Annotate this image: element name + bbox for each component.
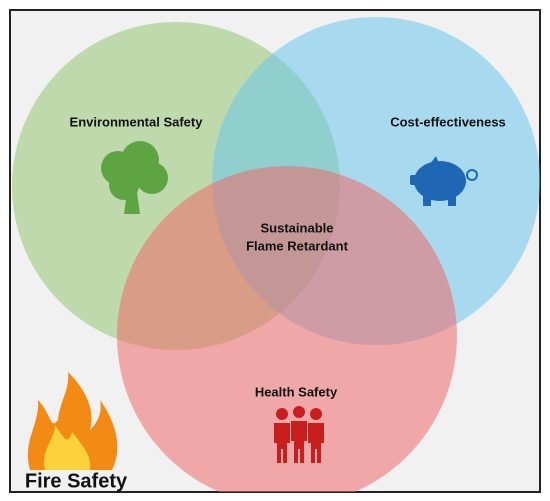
health-circle [117,166,457,492]
people-icon [274,406,324,463]
circle-label: Environmental Safety [70,114,204,129]
center-label: Flame Retardant [246,238,349,253]
piggy-bank-icon [410,156,478,206]
fire-icon [27,372,118,470]
center-label: Sustainable [261,220,334,235]
corner-label: Fire Safety [25,470,128,492]
circle-label: Health Safety [255,384,338,399]
circle-label: Cost-effectiveness [390,114,506,129]
tree-icon [101,141,168,214]
